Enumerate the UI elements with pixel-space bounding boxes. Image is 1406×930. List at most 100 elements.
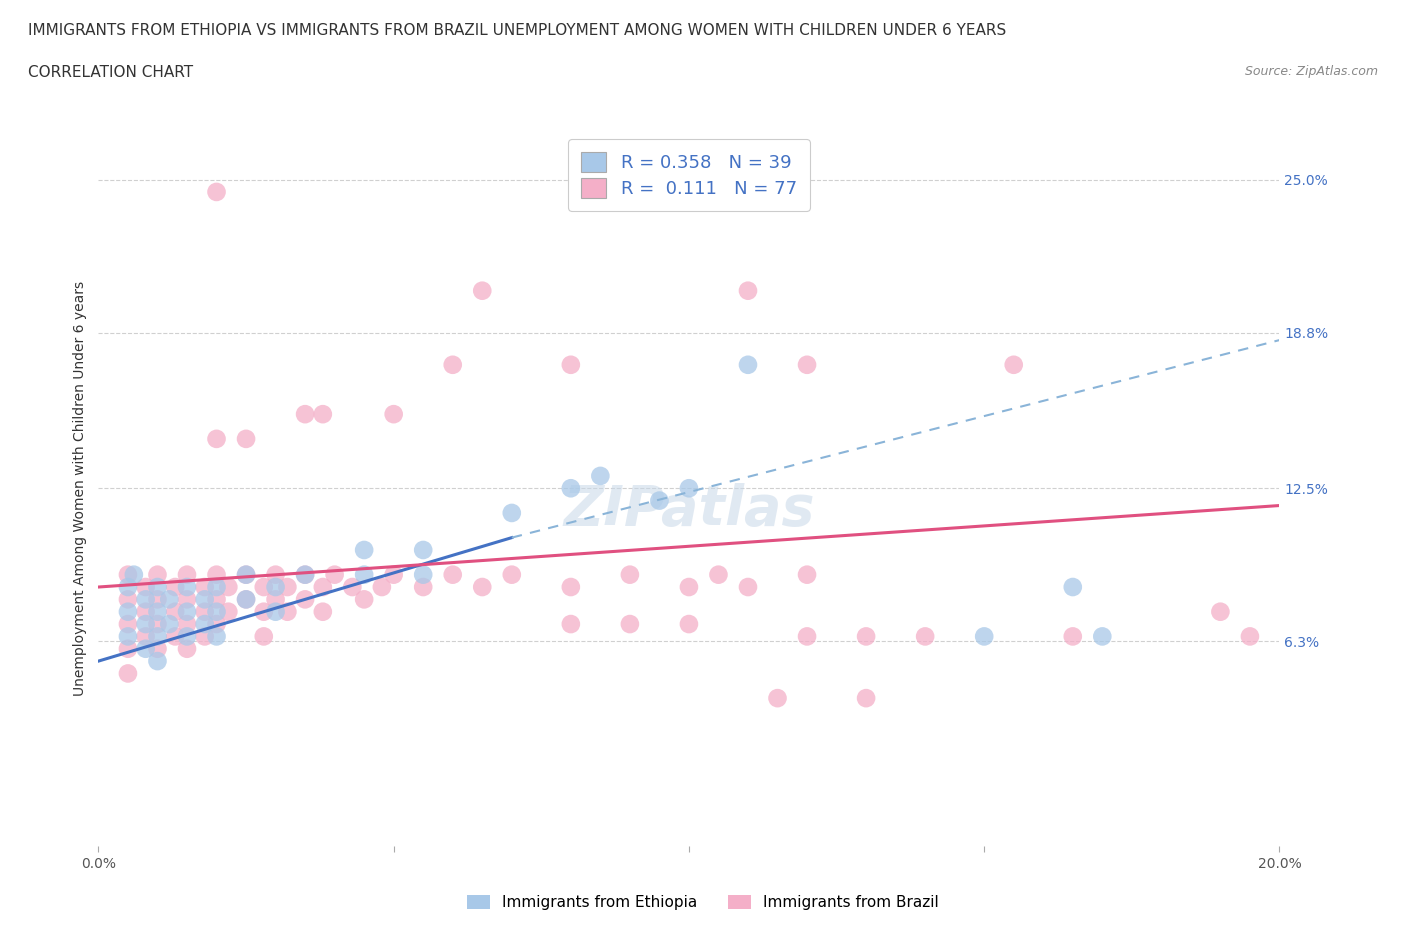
Point bbox=[235, 591, 257, 606]
Point bbox=[560, 481, 582, 496]
Text: Source: ZipAtlas.com: Source: ZipAtlas.com bbox=[1244, 65, 1378, 78]
Point bbox=[135, 604, 157, 619]
Point bbox=[1062, 579, 1084, 594]
Point bbox=[276, 579, 298, 594]
Point bbox=[796, 629, 818, 644]
Point bbox=[157, 591, 180, 606]
Point bbox=[560, 357, 582, 372]
Point bbox=[796, 357, 818, 372]
Point bbox=[501, 506, 523, 521]
Point bbox=[235, 591, 257, 606]
Point bbox=[165, 579, 187, 594]
Point bbox=[276, 604, 298, 619]
Point bbox=[678, 617, 700, 631]
Point bbox=[855, 691, 877, 706]
Point bbox=[205, 591, 228, 606]
Point bbox=[146, 629, 169, 644]
Point bbox=[253, 604, 276, 619]
Point bbox=[560, 579, 582, 594]
Point bbox=[619, 617, 641, 631]
Point bbox=[176, 642, 198, 657]
Point bbox=[205, 432, 228, 446]
Point bbox=[176, 579, 198, 594]
Point bbox=[342, 579, 364, 594]
Point bbox=[205, 579, 228, 594]
Point bbox=[146, 579, 169, 594]
Point bbox=[135, 617, 157, 631]
Legend: Immigrants from Ethiopia, Immigrants from Brazil: Immigrants from Ethiopia, Immigrants fro… bbox=[460, 887, 946, 918]
Point bbox=[205, 567, 228, 582]
Point bbox=[146, 591, 169, 606]
Point bbox=[264, 579, 287, 594]
Point bbox=[117, 642, 139, 657]
Point bbox=[294, 591, 316, 606]
Point bbox=[1062, 629, 1084, 644]
Point bbox=[146, 604, 169, 619]
Point bbox=[560, 617, 582, 631]
Legend: R = 0.358   N = 39, R =  0.111   N = 77: R = 0.358 N = 39, R = 0.111 N = 77 bbox=[568, 140, 810, 210]
Point bbox=[737, 284, 759, 299]
Point bbox=[382, 567, 405, 582]
Point bbox=[441, 567, 464, 582]
Point bbox=[176, 567, 198, 582]
Point bbox=[205, 604, 228, 619]
Point bbox=[176, 629, 198, 644]
Point bbox=[312, 604, 335, 619]
Point bbox=[264, 591, 287, 606]
Point bbox=[412, 579, 434, 594]
Point bbox=[146, 654, 169, 669]
Y-axis label: Unemployment Among Women with Children Under 6 years: Unemployment Among Women with Children U… bbox=[73, 281, 87, 696]
Point bbox=[737, 579, 759, 594]
Point bbox=[501, 567, 523, 582]
Point bbox=[382, 406, 405, 421]
Point bbox=[205, 184, 228, 199]
Point bbox=[135, 629, 157, 644]
Point bbox=[194, 579, 217, 594]
Point bbox=[176, 617, 198, 631]
Point bbox=[217, 579, 239, 594]
Point bbox=[353, 591, 375, 606]
Point bbox=[1209, 604, 1232, 619]
Point bbox=[122, 567, 145, 582]
Point bbox=[678, 579, 700, 594]
Point bbox=[146, 642, 169, 657]
Point bbox=[796, 567, 818, 582]
Point bbox=[1002, 357, 1025, 372]
Point bbox=[312, 579, 335, 594]
Point bbox=[619, 567, 641, 582]
Point bbox=[648, 493, 671, 508]
Point bbox=[353, 542, 375, 557]
Point bbox=[253, 629, 276, 644]
Text: ZIPatlas: ZIPatlas bbox=[564, 483, 814, 537]
Point bbox=[235, 567, 257, 582]
Point bbox=[707, 567, 730, 582]
Point bbox=[117, 629, 139, 644]
Point bbox=[264, 604, 287, 619]
Point bbox=[412, 542, 434, 557]
Point bbox=[135, 579, 157, 594]
Point bbox=[194, 629, 217, 644]
Point bbox=[194, 617, 217, 631]
Point bbox=[146, 567, 169, 582]
Point bbox=[1091, 629, 1114, 644]
Point bbox=[157, 617, 180, 631]
Point bbox=[117, 579, 139, 594]
Point bbox=[294, 567, 316, 582]
Point bbox=[914, 629, 936, 644]
Point bbox=[678, 481, 700, 496]
Point bbox=[353, 567, 375, 582]
Point bbox=[973, 629, 995, 644]
Point bbox=[294, 406, 316, 421]
Point bbox=[117, 604, 139, 619]
Point bbox=[165, 629, 187, 644]
Point bbox=[205, 629, 228, 644]
Point bbox=[323, 567, 346, 582]
Point bbox=[194, 591, 217, 606]
Point bbox=[135, 642, 157, 657]
Point bbox=[412, 567, 434, 582]
Point bbox=[294, 567, 316, 582]
Point bbox=[1239, 629, 1261, 644]
Point bbox=[217, 604, 239, 619]
Point bbox=[146, 617, 169, 631]
Point bbox=[589, 469, 612, 484]
